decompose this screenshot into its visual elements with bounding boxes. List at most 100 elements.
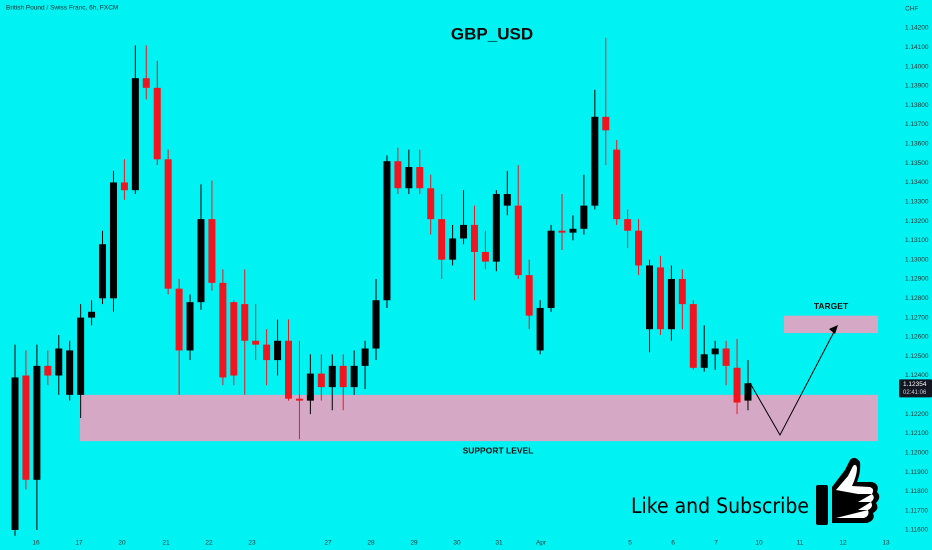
x-tick-label: 10	[755, 540, 763, 547]
candle-body	[536, 307, 544, 351]
candle-body	[317, 373, 325, 388]
y-tick-label: 1.13600	[905, 141, 929, 148]
y-tick-label: 1.13200	[905, 218, 929, 225]
y-tick-label: 1.12900	[905, 276, 929, 283]
x-tick-label: 16	[32, 540, 40, 547]
candle-body	[722, 348, 730, 366]
candle-body	[646, 265, 654, 330]
y-unit: CHF	[905, 6, 918, 13]
candle-body	[547, 230, 555, 308]
candle-body	[11, 377, 19, 530]
y-tick-label: 1.12100	[905, 430, 929, 437]
candle-body	[602, 116, 610, 131]
candle-body	[131, 78, 139, 191]
candle-body	[252, 340, 260, 345]
x-tick-label: 27	[324, 540, 332, 547]
candle-body	[230, 302, 238, 376]
candle-body	[197, 219, 205, 303]
y-tick-label: 1.13800	[905, 102, 929, 109]
y-tick-label: 1.12800	[905, 295, 929, 302]
candle-body	[186, 302, 194, 351]
last-price-label: 1.12354	[903, 381, 927, 388]
candle-body	[624, 219, 632, 231]
x-tick-label: 29	[410, 540, 418, 547]
candle-body	[635, 230, 643, 266]
x-tick-label: 17	[75, 540, 83, 547]
candle-body	[503, 194, 511, 206]
last-price-tag	[899, 379, 932, 398]
y-tick-label: 1.13000	[905, 256, 929, 263]
candle-body	[306, 373, 314, 401]
candle-body	[700, 354, 708, 368]
candle-body	[416, 167, 424, 189]
candle-body	[285, 340, 292, 399]
candle-body	[558, 230, 566, 233]
x-tick-label: 11	[797, 540, 804, 547]
y-tick-label: 1.13500	[905, 160, 929, 167]
candle-body	[208, 219, 216, 283]
candle-body	[88, 311, 96, 318]
candle-body	[153, 87, 161, 160]
countdown-label: 02:41:06	[903, 390, 927, 396]
zone-label: TARGET	[814, 301, 849, 311]
y-tick-label: 1.14100	[905, 44, 929, 51]
candle-body	[350, 365, 358, 388]
x-tick-label: 5	[628, 540, 632, 547]
candle-body	[405, 167, 413, 189]
candle-body	[120, 182, 128, 191]
candle-body	[66, 350, 74, 395]
x-tick-label: 23	[248, 540, 256, 547]
candle-body	[678, 278, 686, 305]
y-tick-label: 1.12700	[905, 314, 929, 321]
candle-body	[55, 348, 63, 376]
candle-body	[744, 383, 752, 401]
candle-body	[77, 317, 85, 395]
candle-body	[689, 304, 697, 368]
x-tick-label: 31	[495, 540, 503, 547]
candle-body	[394, 161, 402, 189]
candle-body	[219, 282, 227, 378]
y-tick-label: 1.12600	[905, 334, 929, 341]
candle-body	[241, 304, 249, 341]
y-tick-label: 1.13900	[905, 83, 929, 90]
candle-body	[449, 238, 457, 260]
y-tick-label: 1.12400	[905, 372, 929, 379]
candle-body	[33, 365, 41, 480]
candle-body	[514, 205, 522, 276]
candle-body	[274, 340, 282, 361]
candles	[11, 37, 752, 536]
thumbs-up-icon	[816, 457, 880, 525]
y-tick-label: 1.11600	[905, 527, 928, 534]
y-tick-label: 1.11700	[905, 507, 928, 514]
candle-body	[22, 375, 30, 480]
call-to-action: Like and Subscribe	[631, 494, 809, 518]
candle-body	[711, 348, 719, 355]
y-tick-label: 1.14200	[905, 25, 929, 32]
candle-body	[99, 244, 107, 299]
candle-body	[525, 275, 533, 316]
candle-body	[667, 278, 675, 330]
zone-label: SUPPORT LEVEL	[463, 445, 534, 455]
candle-body	[361, 348, 369, 366]
x-tick-label: 22	[205, 540, 213, 547]
candle-body	[372, 300, 380, 349]
candle-body	[656, 267, 664, 330]
candle-body	[295, 398, 303, 401]
x-tick-label: 21	[162, 540, 170, 547]
axes: 1.14200 1.14100 1.14000 1.13900 1.13800 1.137…	[32, 25, 932, 547]
source-label: British Pound / Swiss Franc, 6h, FXCM	[6, 5, 118, 12]
y-tick-label: 1.11800	[905, 488, 928, 495]
candle-body	[591, 116, 599, 206]
candle-body	[328, 365, 336, 388]
candle-body	[481, 251, 489, 262]
icon-cuff	[816, 485, 828, 525]
y-tick-label: 1.13100	[905, 237, 929, 244]
y-tick-label: 1.13700	[905, 121, 929, 128]
y-tick-label: 1.12200	[905, 411, 929, 418]
zone	[784, 315, 878, 334]
candle-body	[492, 194, 500, 262]
x-tick-label: 30	[453, 540, 461, 547]
x-tick-label: Apr	[536, 540, 547, 547]
arrow-head	[829, 325, 838, 334]
